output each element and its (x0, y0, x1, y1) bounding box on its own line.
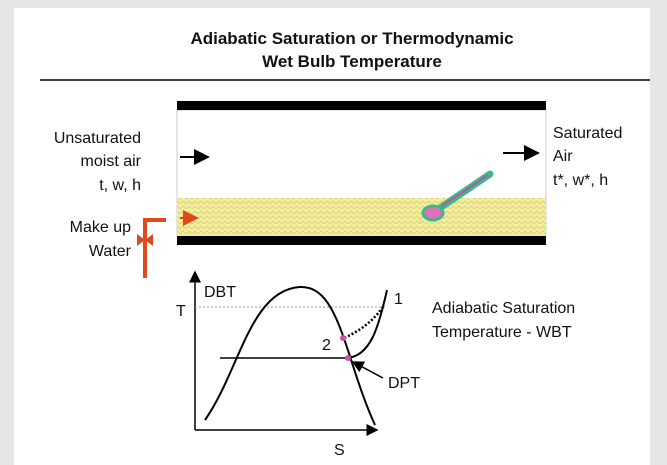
outlet-label: Saturated (553, 125, 622, 142)
axis-label: S (334, 442, 345, 459)
duct-wall (177, 101, 546, 110)
outlet-label: Air (553, 148, 573, 165)
makeup-label: Make up (70, 219, 131, 236)
makeup-label: Water (89, 243, 132, 260)
point (340, 335, 346, 341)
isobar (347, 289, 388, 359)
valve (137, 234, 153, 246)
water (177, 198, 546, 236)
label: Temperature - WBT (432, 324, 572, 341)
label: DBT (204, 284, 236, 301)
process (343, 306, 385, 340)
pipe (143, 218, 166, 278)
inlet-label: t, w, h (99, 177, 141, 194)
bulb (421, 204, 445, 222)
thermometer (441, 174, 489, 207)
duct-wall (177, 236, 546, 245)
axis-label: T (176, 303, 186, 320)
arrow (351, 361, 384, 379)
label: DPT (388, 375, 420, 392)
title: Adiabatic Saturation or Thermodynamic (190, 29, 513, 48)
label: Adiabatic Saturation (432, 300, 575, 317)
inlet-label: Unsaturated (54, 130, 141, 147)
point (345, 355, 351, 361)
outlet-label: t*, w*, h (553, 172, 608, 189)
inlet-label: moist air (81, 153, 142, 170)
label: 1 (394, 291, 403, 308)
label: 2 (322, 337, 331, 354)
title: Wet Bulb Temperature (262, 52, 442, 71)
